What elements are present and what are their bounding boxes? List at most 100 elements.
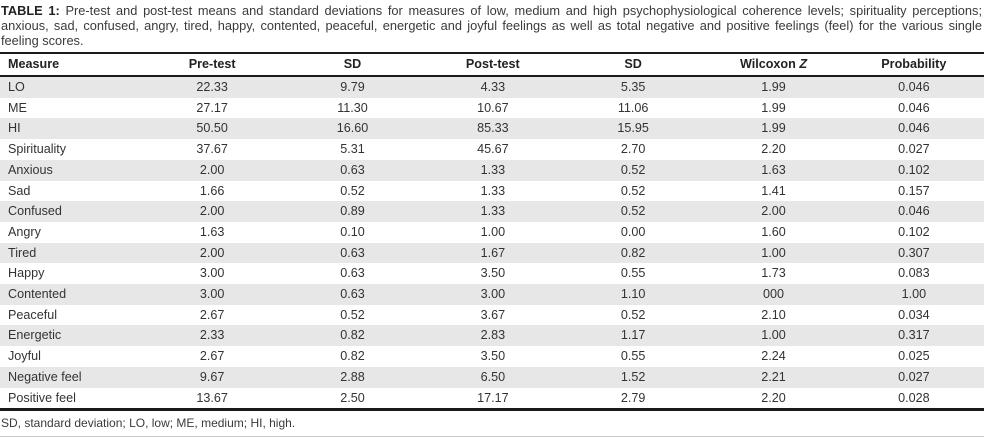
value-cell: 37.67 [196,142,228,157]
value-cell: 0.046 [898,100,930,115]
table-row: ME 27.17 11.30 10.67 11.06 1.99 0.046 [0,98,984,119]
value-cell: 0.52 [340,307,365,322]
value-cell: 5.31 [340,142,365,157]
value-cell: 2.33 [199,328,225,343]
value-cell: 0.027 [898,142,930,157]
value-cell: 11.30 [337,100,368,115]
measure-cell: Peaceful [8,307,58,322]
col-header-pretest: Pre-test [142,53,283,77]
value-cell: 1.99 [761,121,786,136]
table-row: Positive feel 13.67 2.50 17.17 2.79 2.20… [0,388,984,410]
value-cell: 2.50 [340,390,365,405]
results-table: Measure Pre-test SD Post-test SD Wilcoxo… [0,52,984,412]
value-cell: 1.67 [480,245,506,260]
value-cell: 0.034 [898,307,930,322]
value-cell: 1.00 [761,328,786,343]
wilcoxon-word: Wilcoxon [739,57,796,71]
col-header-measure: Measure [0,53,142,77]
value-cell: 2.21 [761,369,786,384]
measure-cell: Positive feel [8,390,76,405]
value-cell: 0.63 [340,266,365,281]
measure-cell: HI [8,121,21,136]
value-cell: 0.82 [620,245,646,260]
measure-cell: Sad [8,183,31,198]
value-cell: 1.73 [761,266,786,281]
value-cell: 27.17 [196,100,228,115]
value-cell: 3.50 [480,266,506,281]
value-cell: 17.17 [477,390,509,405]
table-row: HI 50.50 16.60 85.33 15.95 1.99 0.046 [0,118,984,140]
table-header-row: Measure Pre-test SD Post-test SD Wilcoxo… [0,53,984,77]
value-cell: 0.63 [340,162,365,177]
value-cell: 0.028 [898,390,930,405]
value-cell: 13.67 [196,390,228,405]
value-cell: 0.046 [898,204,930,219]
measure-cell: Anxious [8,162,53,177]
value-cell: 3.00 [199,266,225,281]
value-cell: 1.33 [480,183,506,198]
footnote: SD, standard deviation; LO, low; ME, med… [0,411,984,437]
value-cell: 85.33 [477,121,509,136]
value-cell: 2.00 [199,204,225,219]
measure-cell: Contented [8,287,67,302]
value-cell: 4.33 [480,80,506,94]
value-cell: 0.63 [340,287,365,302]
col-header-sd-pre: SD [282,53,423,77]
value-cell: 0.52 [620,183,646,198]
table-row: Confused 2.00 0.89 1.33 0.52 2.00 0.046 [0,201,984,222]
value-cell: 0.083 [898,266,930,281]
measure-cell: Negative feel [8,369,82,384]
value-cell: 0.52 [620,204,646,219]
value-cell: 3.67 [480,307,506,322]
value-cell: 0.10 [340,224,365,239]
value-cell: 3.00 [480,287,506,302]
value-cell: 6.50 [480,369,506,384]
table-caption-label: TABLE 1: [1,3,60,18]
value-cell: 1.17 [620,328,646,343]
table-row: Anxious 2.00 0.63 1.33 0.52 1.63 0.102 [0,159,984,181]
value-cell: 0.025 [898,349,930,364]
value-cell: 0.52 [620,307,646,322]
measure-cell: LO [8,80,25,94]
value-cell: 0.89 [340,204,365,219]
table-row: Contented 3.00 0.63 3.00 1.10 000 1.00 [0,284,984,305]
value-cell: 2.88 [340,369,365,384]
col-header-sd-post: SD [562,53,704,77]
value-cell: 0.63 [340,245,365,260]
wilcoxon-z-symbol: Z [799,57,808,71]
table-row: Energetic 2.33 0.82 2.83 1.17 1.00 0.317 [0,325,984,347]
value-cell: 0.157 [898,183,930,198]
col-header-posttest: Post-test [422,53,563,77]
value-cell: 1.63 [199,224,225,239]
value-cell: 11.06 [617,100,649,115]
value-cell: 0.00 [620,224,646,239]
value-cell: 1.33 [480,162,506,177]
value-cell: 1.52 [620,369,646,384]
value-cell: 50.50 [196,121,228,136]
value-cell: 0.317 [898,328,930,343]
value-cell: 1.99 [761,100,786,115]
table-row: Sad 1.66 0.52 1.33 0.52 1.41 0.157 [0,181,984,202]
value-cell: 2.83 [480,328,506,343]
value-cell: 0.102 [898,224,930,239]
value-cell: 1.63 [761,162,786,177]
measure-cell: Joyful [8,349,41,364]
value-cell: 2.20 [761,390,786,405]
table-caption-text: Pre-test and post-test means and standar… [1,3,982,48]
table-row: Spirituality 37.67 5.31 45.67 2.70 2.20 … [0,139,984,160]
value-cell: 0.82 [340,328,365,343]
value-cell: 2.70 [620,142,646,157]
value-cell: 2.00 [199,162,225,177]
value-cell: 0.52 [340,183,365,198]
table-row: Angry 1.63 0.10 1.00 0.00 1.60 0.102 [0,222,984,243]
value-cell: 0.82 [340,349,365,364]
table-row: Happy 3.00 0.63 3.50 0.55 1.73 0.083 [0,263,984,284]
value-cell: 1.00 [901,287,927,302]
value-cell: 5.35 [620,80,646,94]
value-cell: 15.95 [617,121,649,136]
measure-cell: ME [8,100,27,115]
value-cell: 0.52 [620,162,646,177]
value-cell: 2.20 [761,142,786,157]
table-row: LO 22.33 9.79 4.33 5.35 1.99 0.046 [0,76,984,98]
value-cell: 3.50 [480,349,506,364]
